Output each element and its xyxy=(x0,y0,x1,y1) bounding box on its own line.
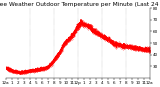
Title: Milwaukee Weather Outdoor Temperature per Minute (Last 24 Hours): Milwaukee Weather Outdoor Temperature pe… xyxy=(0,2,160,7)
